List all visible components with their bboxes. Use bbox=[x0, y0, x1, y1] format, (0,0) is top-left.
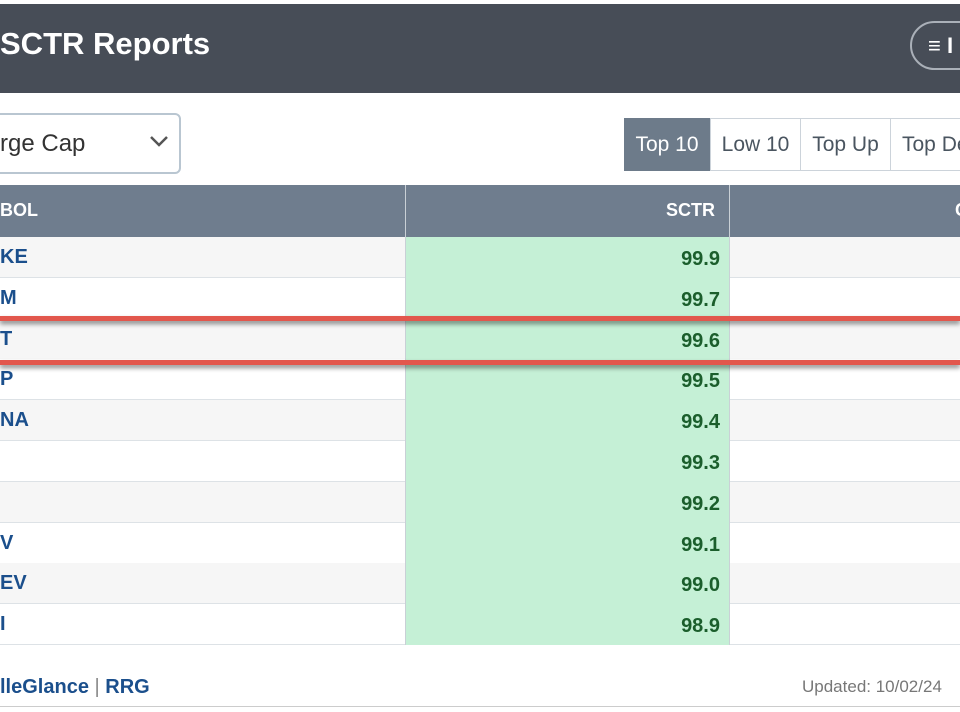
sctr-value: 99.0 bbox=[681, 574, 720, 597]
sctr-cell bbox=[406, 604, 729, 646]
sctr-cell bbox=[406, 318, 729, 360]
sctr-value: 99.5 bbox=[681, 370, 720, 393]
sctr-value: 99.9 bbox=[681, 248, 720, 270]
separator: | bbox=[94, 676, 100, 698]
page-title: SCTR Reports bbox=[0, 26, 211, 61]
symbol-link[interactable]: T bbox=[0, 327, 13, 350]
sctr-cell bbox=[406, 481, 729, 523]
sctr-value: 99.1 bbox=[681, 533, 720, 556]
symbol-link[interactable]: NA bbox=[0, 409, 29, 432]
menu-button[interactable]: ≡ I bbox=[910, 21, 960, 70]
footer-links: lleGlance | RRG bbox=[0, 676, 150, 699]
chevron-icon[interactable] bbox=[148, 133, 170, 149]
sctr-cell bbox=[406, 522, 729, 564]
dropdown-value[interactable]: rge Cap bbox=[0, 130, 86, 157]
sctr-cell bbox=[406, 563, 729, 605]
tab[interactable]: Low 10 bbox=[710, 118, 801, 171]
header-bar bbox=[0, 4, 960, 93]
column-header[interactable]: SCTR bbox=[666, 200, 715, 220]
sctr-value: 99.7 bbox=[681, 288, 720, 311]
sctr-value: 99.6 bbox=[681, 329, 720, 352]
footer-link[interactable]: lleGlance bbox=[0, 676, 89, 698]
sctr-cell bbox=[406, 277, 729, 319]
symbol-link[interactable]: I bbox=[0, 613, 6, 636]
table-header bbox=[0, 185, 960, 237]
tab[interactable]: Top De bbox=[890, 118, 960, 171]
column-divider bbox=[729, 185, 730, 645]
tab[interactable]: Top 10 bbox=[624, 118, 710, 171]
symbol-link[interactable]: EV bbox=[0, 572, 27, 595]
sctr-cell bbox=[406, 359, 729, 401]
sctr-value: 99.4 bbox=[681, 411, 720, 434]
updated-text: Updated: 10/02/24 bbox=[802, 677, 942, 696]
sctr-value: 99.2 bbox=[681, 492, 720, 515]
highlight-line bbox=[0, 360, 960, 365]
sctr-cell bbox=[406, 237, 729, 278]
sctr-value: 98.9 bbox=[681, 615, 720, 638]
sctr-cell bbox=[406, 441, 729, 482]
sctr-cell bbox=[406, 400, 729, 442]
symbol-link[interactable]: KE bbox=[0, 246, 28, 268]
symbol-link[interactable]: M bbox=[0, 286, 17, 309]
footer-link[interactable]: RRG bbox=[105, 676, 150, 698]
divider bbox=[0, 706, 960, 707]
tab[interactable]: Top Up bbox=[800, 118, 891, 171]
column-header[interactable]: BOL bbox=[0, 200, 38, 220]
highlight-line bbox=[0, 316, 960, 321]
dropdown[interactable] bbox=[0, 113, 181, 174]
column-header[interactable]: C bbox=[955, 200, 960, 221]
symbol-link[interactable]: V bbox=[0, 531, 14, 554]
sctr-value: 99.3 bbox=[681, 452, 720, 474]
column-divider bbox=[405, 185, 406, 645]
symbol-link[interactable]: P bbox=[0, 368, 14, 391]
